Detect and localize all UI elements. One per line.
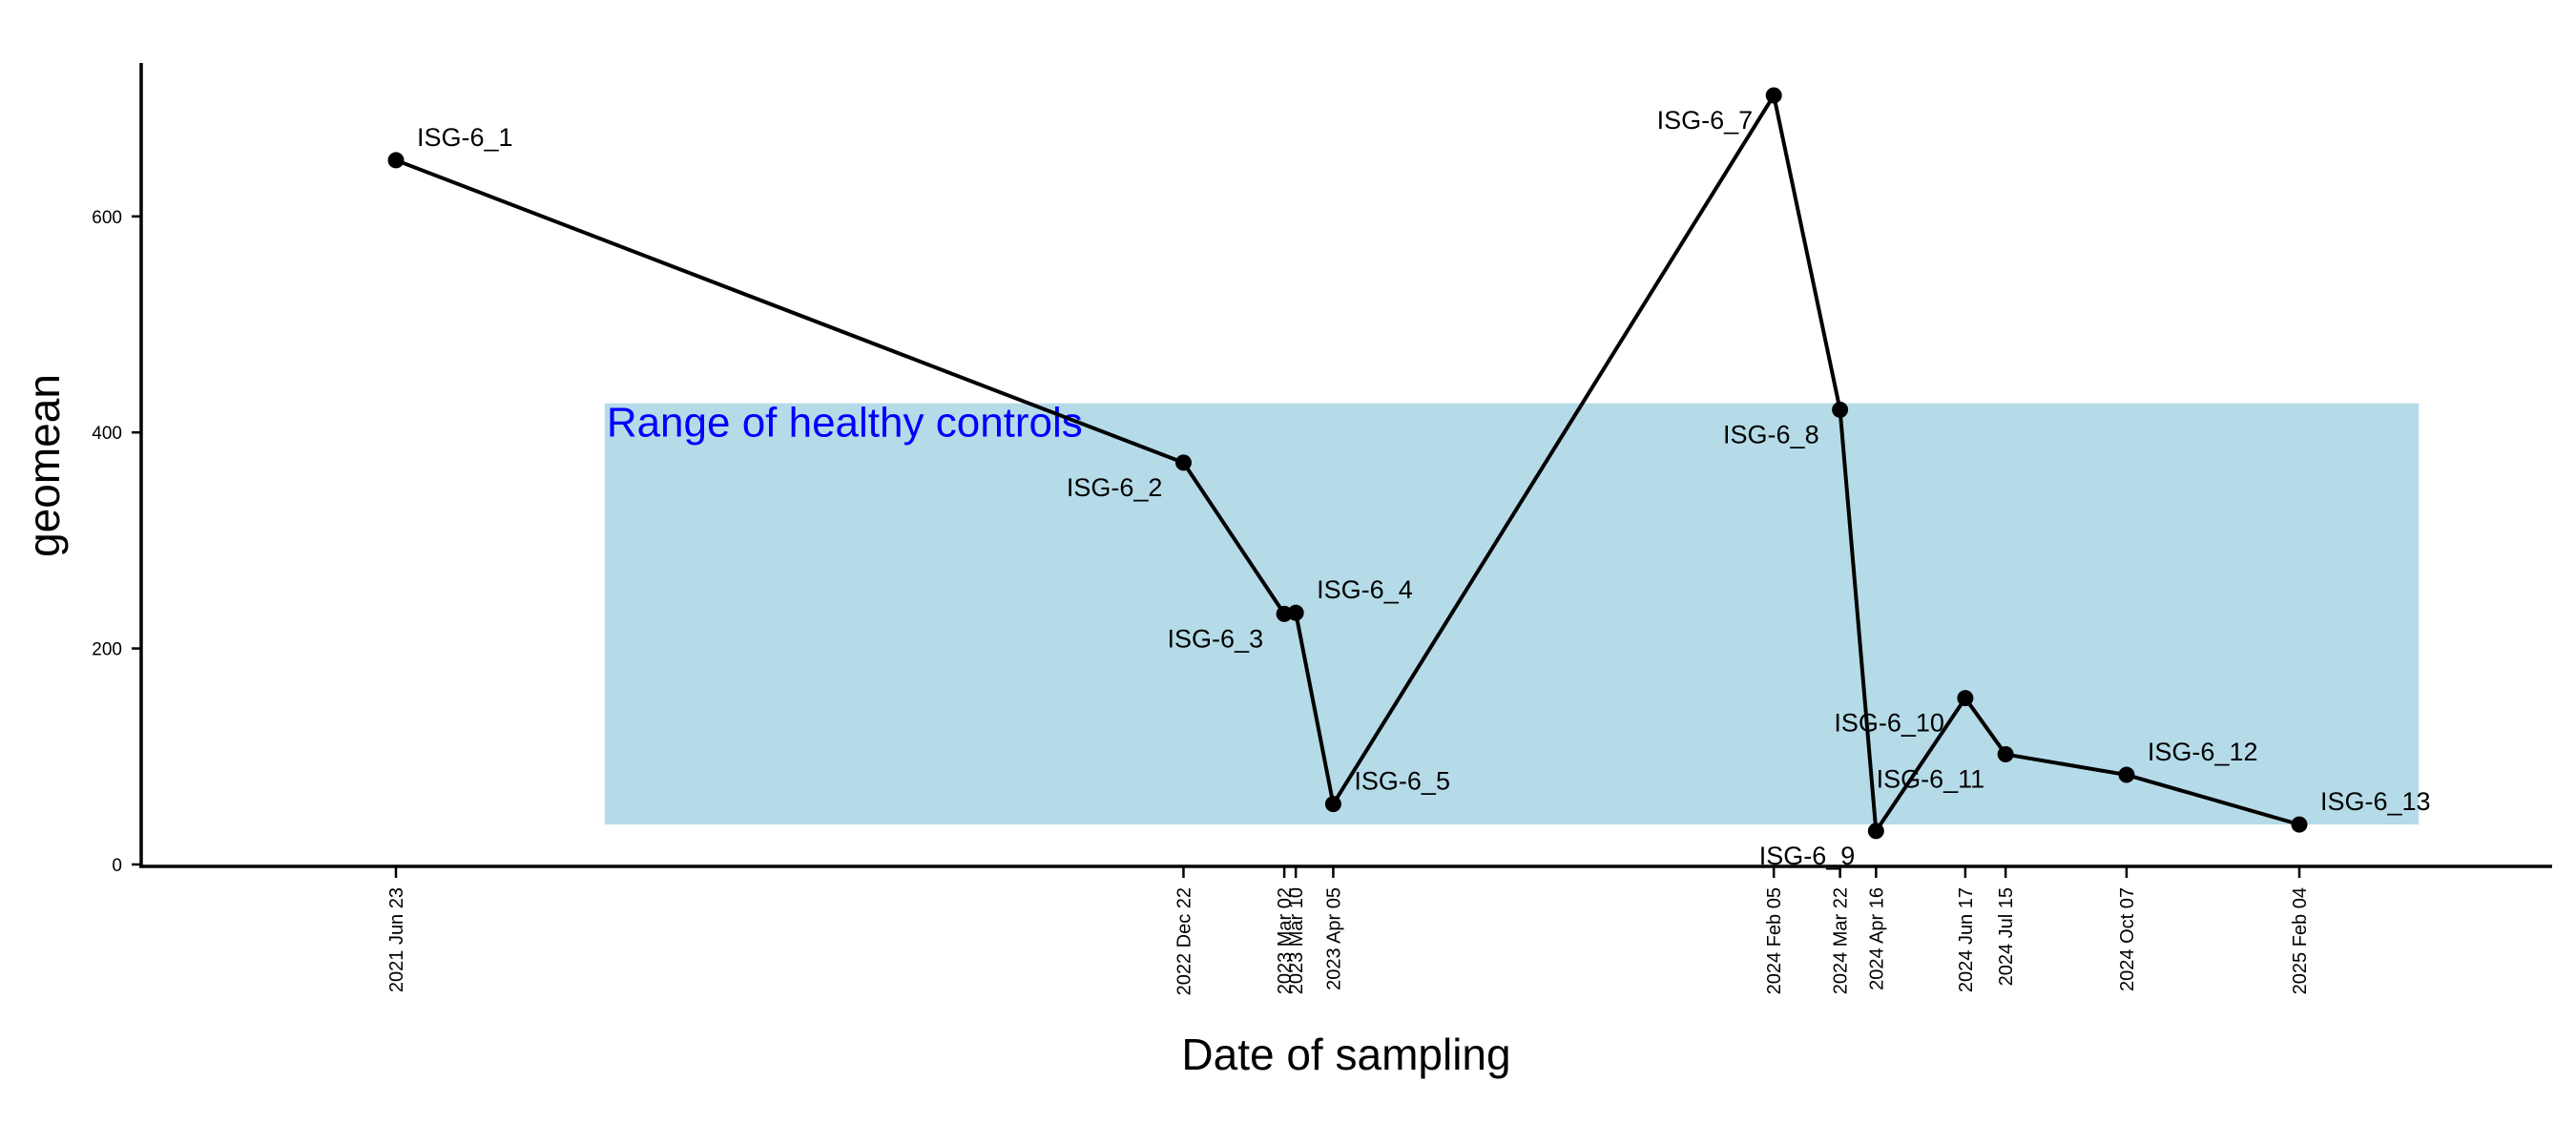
y-axis-ticks: 0 200 400 600 xyxy=(92,208,141,876)
point-label: ISG-6_12 xyxy=(2148,738,2258,766)
data-point xyxy=(2118,766,2135,783)
point-label: ISG-6_3 xyxy=(1168,624,1264,653)
data-point xyxy=(1765,87,1782,104)
x-tick-label: 2021 Jun 23 xyxy=(386,887,407,992)
x-tick-label: 2023 Apr 05 xyxy=(1323,887,1344,990)
data-point xyxy=(387,152,405,169)
y-axis-title: geomean xyxy=(19,374,69,557)
data-point xyxy=(1867,822,1884,840)
point-label: ISG-6_10 xyxy=(1834,709,1944,738)
point-label: ISG-6_11 xyxy=(1877,765,1985,794)
point-label: ISG-6_9 xyxy=(1759,842,1856,870)
data-point xyxy=(1324,796,1341,813)
healthy-range-label: Range of healthy controls xyxy=(607,400,1083,447)
x-tick-label: 2024 Jun 17 xyxy=(1956,887,1977,992)
x-tick-label: 2024 Apr 16 xyxy=(1866,887,1887,990)
x-axis-title: Date of sampling xyxy=(1181,1030,1510,1079)
x-tick-label: 2024 Jul 15 xyxy=(1996,887,2017,986)
x-tick-label: 2022 Dec 22 xyxy=(1174,887,1195,995)
point-label: ISG-6_2 xyxy=(1067,473,1163,502)
point-labels: ISG-6_1 ISG-6_2 ISG-6_3 ISG-6_4 ISG-6_5 ISG-6… xyxy=(417,106,2431,870)
data-point xyxy=(1287,604,1304,621)
point-label: ISG-6_8 xyxy=(1723,420,1819,448)
point-label: ISG-6_13 xyxy=(2320,787,2431,816)
point-label: ISG-6_4 xyxy=(1317,575,1413,604)
x-tick-label: 2024 Mar 22 xyxy=(1831,887,1852,994)
data-point xyxy=(1997,746,2014,763)
data-point xyxy=(1832,401,1849,418)
data-point xyxy=(1957,690,1974,707)
point-label: ISG-6_7 xyxy=(1657,106,1754,135)
data-point xyxy=(1174,454,1192,471)
x-tick-label: 2025 Feb 04 xyxy=(2290,887,2311,994)
point-label: ISG-6_1 xyxy=(417,123,513,152)
x-tick-label: 2024 Feb 05 xyxy=(1764,887,1785,994)
y-tick-label: 600 xyxy=(92,208,122,228)
series-line xyxy=(395,90,2300,837)
y-tick-label: 400 xyxy=(92,424,122,444)
y-tick-label: 200 xyxy=(92,640,122,660)
data-point xyxy=(2291,816,2308,833)
x-tick-label: 2023 Mar 02 xyxy=(1275,887,1296,994)
y-tick-label: 0 xyxy=(112,856,122,876)
x-tick-label: 2023 Mar 10 xyxy=(1286,887,1307,994)
x-tick-label: 2024 Oct 07 xyxy=(2117,887,2138,991)
point-label: ISG-6_5 xyxy=(1354,767,1450,796)
healthy-range-band xyxy=(604,403,2420,825)
data-points xyxy=(387,87,2308,840)
